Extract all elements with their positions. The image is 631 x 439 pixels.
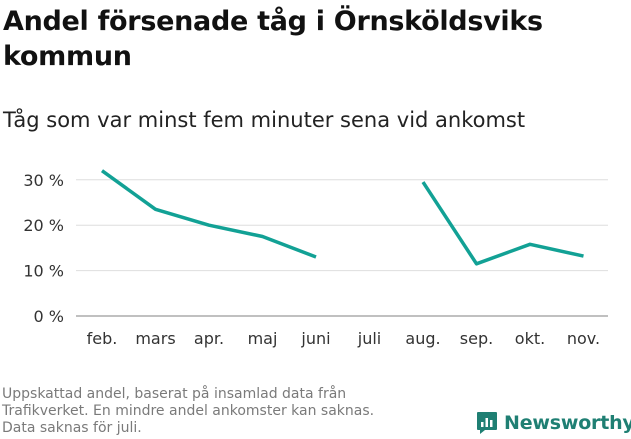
x-tick-label: juni [300,329,330,348]
x-axis-tick-labels: feb. mars apr. maj juni juli aug. sep. okt. nov. [87,329,600,348]
brand-name: Newsworthy [504,412,631,434]
chart-title-line1: Andel försenade tåg i Örnsköldsviks [3,6,543,37]
x-tick-label: juli [357,329,381,348]
y-tick-label: 10 % [23,262,64,281]
chart-subtitle: Tåg som var minst fem minuter sena vid a… [3,108,526,132]
x-tick-label: okt. [515,329,545,348]
y-tick-label: 0 % [34,307,64,326]
bar-chart-icon [477,412,497,434]
x-tick-label: nov. [567,329,600,348]
x-tick-label: mars [135,329,175,348]
x-tick-label: feb. [87,329,118,348]
line-chart: 0 % 10 % 20 % 30 % feb. mars apr. maj juni juli a… [23,169,608,348]
x-tick-label: sep. [460,329,493,348]
footnote-line1: Uppskattad andel, baserat på insamlad da… [2,386,347,402]
footnote-line2: Trafikverket. En mindre andel ankomster … [2,403,375,419]
x-tick-label: maj [248,329,278,348]
series-lines [100,169,584,266]
x-tick-label: aug. [405,329,440,348]
series-line-segment [421,181,584,266]
y-tick-label: 30 % [23,171,64,190]
chart-title: Andel försenade tåg i Örnsköldsviks komm… [3,4,628,74]
series-line-segment [100,169,317,259]
newsworthy-logo: Newsworthy [476,409,631,437]
chart-title-line2: kommun [3,41,132,72]
y-axis-tick-labels: 0 % 10 % 20 % 30 % [23,171,64,326]
y-tick-label: 20 % [23,216,64,235]
footnote-line3: Data saknas för juli. [2,420,142,436]
footnote: Uppskattad andel, baserat på insamlad da… [2,386,442,437]
grid-lines [76,179,608,317]
x-tick-label: apr. [194,329,224,348]
